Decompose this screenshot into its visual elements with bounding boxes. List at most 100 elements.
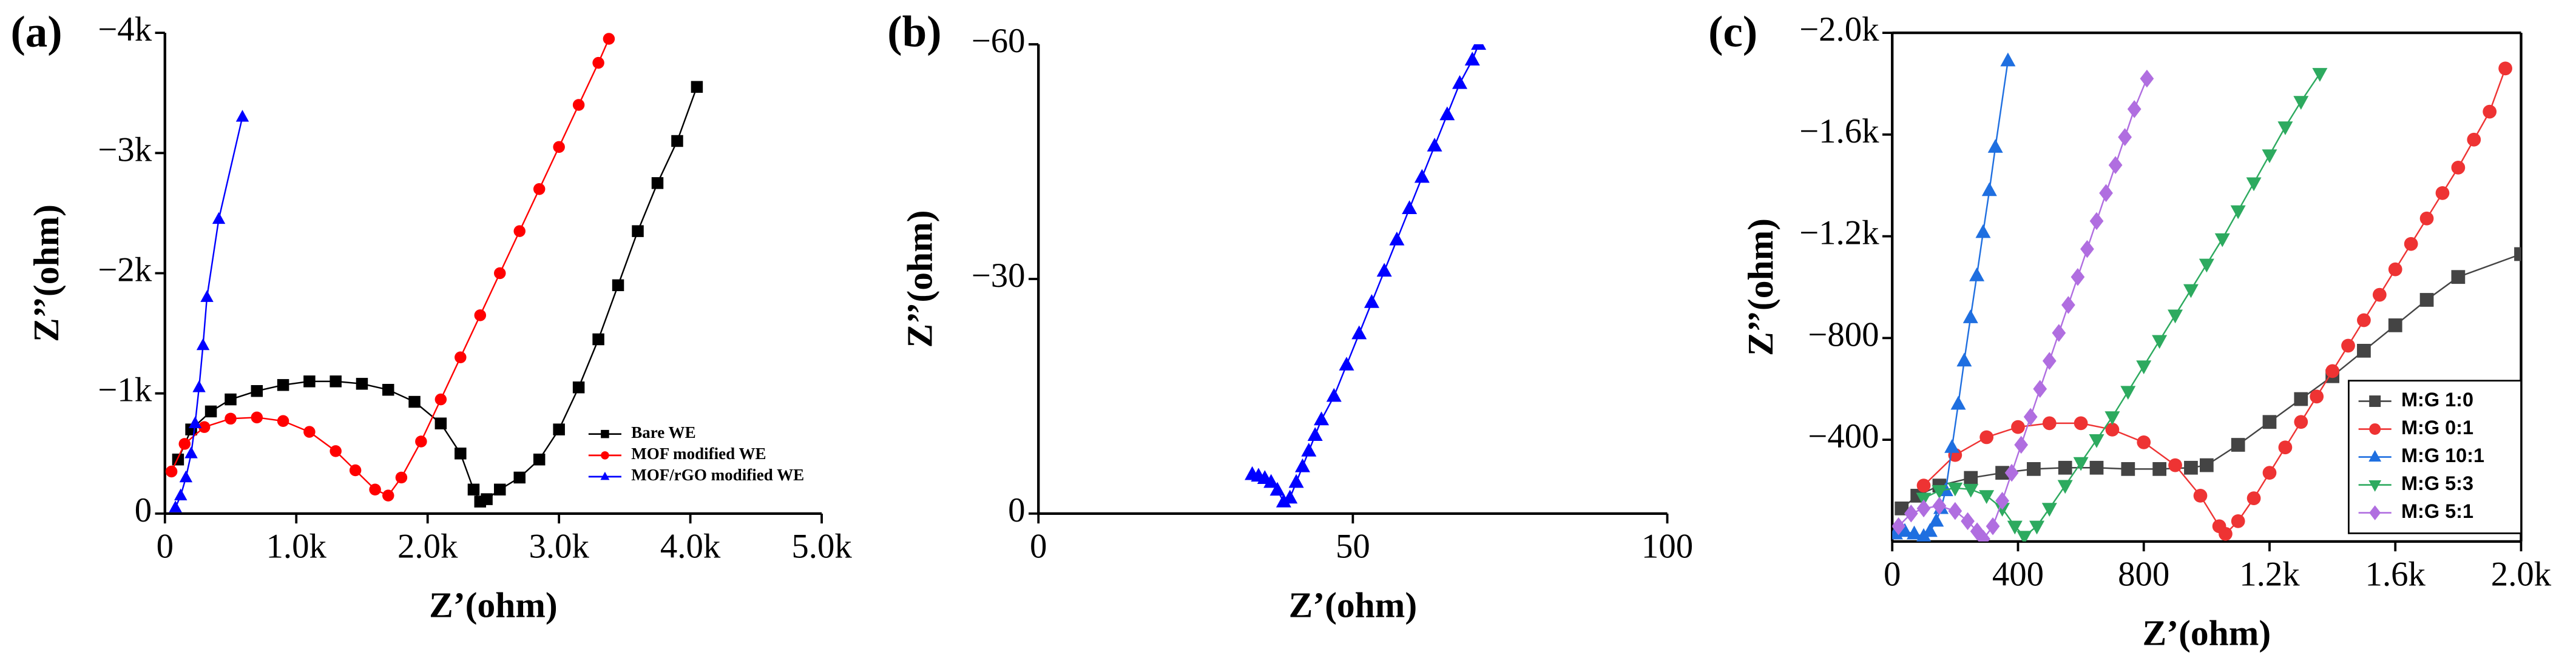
marker [2467, 132, 2481, 147]
marker [2029, 520, 2045, 535]
y-tick-label: −60 [972, 22, 1026, 60]
marker [2042, 416, 2057, 431]
x-tick-label: 2.0k [2491, 555, 2552, 593]
series [169, 110, 249, 512]
marker [2246, 491, 2261, 505]
x-tick-label: 2.0k [397, 527, 458, 565]
marker [2057, 480, 2073, 494]
marker [2099, 184, 2113, 203]
series [1892, 52, 2016, 542]
marker [2140, 69, 2154, 88]
series-line [1895, 61, 2009, 537]
panel-label: (b) [887, 7, 941, 56]
marker [1897, 523, 1913, 537]
marker [467, 483, 480, 495]
x-tick-label: 1.0k [266, 527, 327, 565]
marker [1944, 439, 1960, 453]
marker [1916, 478, 1931, 492]
y-tick-label: −3k [98, 130, 152, 169]
x-tick-label: 0 [157, 527, 174, 565]
marker [1979, 430, 1994, 445]
legend-label: M:G 0:1 [2401, 417, 2473, 438]
y-tick-label: −1.2k [1799, 214, 1879, 252]
series [165, 33, 615, 502]
y-tick-label: −400 [1808, 417, 1879, 455]
marker [2007, 520, 2023, 535]
marker [2061, 296, 2075, 314]
marker [2219, 526, 2233, 541]
marker [1961, 512, 1975, 531]
marker [2369, 505, 2381, 520]
marker [251, 384, 263, 397]
marker [2293, 96, 2309, 110]
marker [1962, 309, 1978, 323]
x-tick-label: 800 [2118, 555, 2169, 593]
marker [494, 483, 506, 495]
marker [2074, 416, 2088, 431]
marker [369, 483, 381, 495]
marker [2052, 324, 2066, 342]
x-tick-label: 400 [1992, 555, 2044, 593]
marker [2341, 338, 2355, 353]
marker [174, 488, 188, 500]
legend: M:G 1:0 M:G 0:1 M:G 10:1 M:G 5:3 M:G 5:1 [2348, 380, 2522, 534]
marker [434, 417, 447, 429]
marker [1969, 267, 1985, 281]
marker [1464, 52, 1480, 65]
marker [1269, 482, 1285, 496]
y-tick-label: −30 [972, 257, 1026, 295]
marker [2451, 270, 2466, 284]
marker [277, 415, 289, 428]
marker [1307, 427, 1323, 441]
marker [1986, 517, 2000, 535]
marker [2262, 149, 2277, 164]
marker [2369, 423, 2381, 435]
marker [2294, 415, 2308, 429]
x-tick-label: 1.2k [2239, 555, 2300, 593]
marker [1956, 352, 1972, 367]
marker [1376, 263, 1392, 277]
marker [2514, 247, 2521, 261]
marker [178, 438, 191, 450]
marker [382, 489, 394, 502]
marker [2011, 420, 2025, 434]
marker [1964, 471, 1978, 485]
marker [2136, 360, 2152, 375]
x-axis-title: Z’(ohm) [1289, 585, 1418, 625]
legend-label: MOF modified WE [631, 445, 766, 463]
series-line [171, 38, 610, 497]
marker [2152, 462, 2167, 476]
marker [2089, 460, 2104, 475]
marker [2357, 343, 2371, 358]
marker [1932, 485, 1947, 499]
marker [2451, 161, 2466, 175]
marker [2369, 395, 2381, 408]
marker [601, 451, 609, 460]
marker [251, 411, 263, 424]
panel-label: (a) [10, 7, 62, 56]
legend-label: M:G 5:1 [2401, 500, 2473, 522]
marker [1389, 231, 1405, 246]
marker [1976, 529, 1990, 542]
marker [1987, 139, 2003, 153]
marker [2483, 104, 2497, 119]
y-tick-label: −1k [98, 371, 152, 409]
marker [572, 99, 585, 111]
legend-label: M:G 5:3 [2401, 472, 2473, 494]
marker [165, 465, 178, 478]
marker [2199, 458, 2214, 472]
marker [303, 375, 316, 388]
series-line [174, 116, 243, 508]
marker [2310, 389, 2324, 404]
marker [1364, 294, 1379, 308]
marker [2278, 440, 2293, 455]
marker [691, 81, 703, 93]
marker [2058, 460, 2072, 475]
marker [2372, 287, 2387, 302]
marker [1452, 75, 1468, 89]
marker [1326, 388, 1342, 402]
marker [2168, 309, 2183, 324]
marker [212, 212, 226, 224]
y-axis-title: Z’’(ohm) [1740, 218, 1780, 356]
